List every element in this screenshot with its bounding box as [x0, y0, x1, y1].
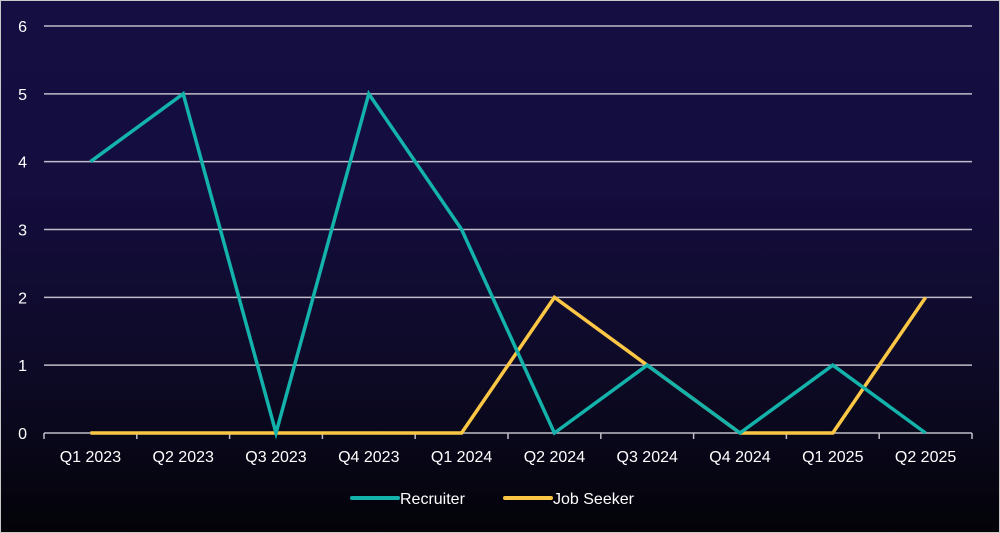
y-tick-label: 0 [18, 426, 27, 443]
x-tick-label: Q2 2024 [524, 449, 585, 466]
y-axis-labels: 0 1 2 3 4 5 6 [18, 19, 27, 443]
y-tick-label: 1 [18, 358, 27, 375]
legend: Recruiter Job Seeker [350, 491, 635, 508]
x-tick-label: Q3 2023 [245, 449, 306, 466]
legend-label: Job Seeker [553, 491, 635, 508]
x-tick-label: Q2 2023 [153, 449, 214, 466]
x-axis: Q1 2023 Q2 2023 Q3 2023 Q4 2023 Q1 2024 Q2 20… [43, 432, 973, 466]
y-tick-label: 3 [18, 223, 27, 240]
x-tick-label: Q1 2023 [60, 449, 121, 466]
y-tick-label: 2 [18, 290, 27, 307]
series-line-recruiter [89, 89, 927, 440]
x-tick-label: Q1 2024 [431, 449, 492, 466]
x-tick-label: Q2 2025 [895, 449, 956, 466]
x-tick-label: Q4 2023 [338, 449, 399, 466]
legend-item-job-seeker[interactable]: Job Seeker [503, 491, 635, 508]
series-line-job-seeker [90, 294, 928, 435]
x-tick-label: Q1 2025 [802, 449, 863, 466]
x-tick-label: Q3 2024 [617, 449, 678, 466]
legend-item-recruiter[interactable]: Recruiter [350, 491, 466, 508]
series-lines [89, 89, 928, 440]
y-tick-label: 6 [18, 19, 27, 36]
y-tick-label: 5 [18, 87, 27, 104]
y-tick-label: 4 [18, 155, 27, 172]
legend-label: Recruiter [400, 491, 466, 508]
gridlines [44, 25, 972, 366]
x-tick-label: Q4 2024 [709, 449, 770, 466]
